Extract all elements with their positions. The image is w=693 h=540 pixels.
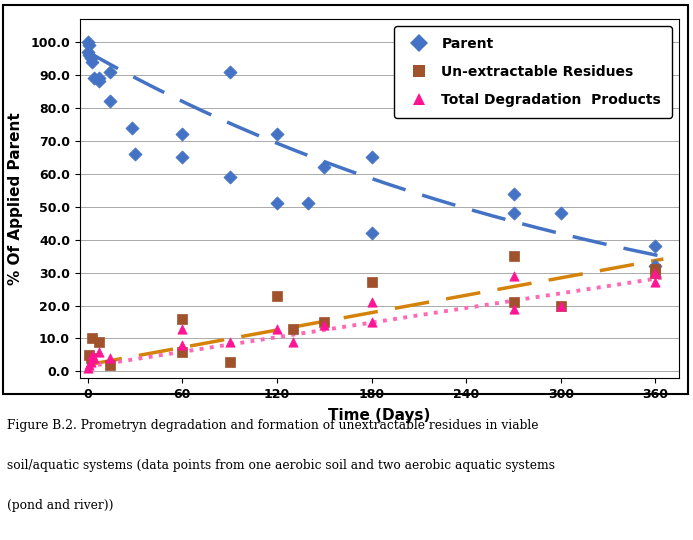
Point [82, 48, 93, 56]
Point [272, 324, 283, 333]
Point [84, 51, 95, 59]
Point [177, 341, 188, 349]
Point [104, 68, 115, 76]
Point [287, 324, 298, 333]
Legend: Parent, Un-extractable Residues, Total Degradation  Products: Parent, Un-extractable Residues, Total D… [394, 26, 672, 118]
Point [366, 229, 377, 238]
Point [224, 338, 235, 346]
Point [366, 298, 377, 307]
Point [87, 57, 98, 66]
Point [177, 347, 188, 356]
Point [85, 354, 96, 362]
Point [508, 305, 519, 313]
Point [88, 74, 99, 83]
Point [508, 209, 519, 218]
Point [177, 314, 188, 323]
Point [87, 350, 98, 359]
Point [82, 38, 93, 46]
Point [555, 301, 566, 310]
Point [104, 354, 115, 362]
Point [84, 41, 95, 50]
Point [85, 357, 96, 366]
Point [224, 357, 235, 366]
Point [650, 268, 661, 277]
Point [82, 364, 93, 373]
Point [93, 347, 104, 356]
Point [130, 150, 141, 158]
Point [555, 209, 566, 218]
Point [88, 354, 99, 362]
Point [319, 321, 330, 329]
Point [366, 153, 377, 161]
Point [224, 68, 235, 76]
Text: Figure B.2. Prometryn degradation and formation of unextractable residues in via: Figure B.2. Prometryn degradation and fo… [7, 418, 538, 431]
Y-axis label: % Of Applied Parent: % Of Applied Parent [8, 112, 24, 285]
Point [177, 153, 188, 161]
Point [224, 173, 235, 181]
Point [508, 272, 519, 280]
Point [93, 77, 104, 86]
Point [650, 278, 661, 287]
Point [650, 262, 661, 271]
Point [272, 199, 283, 208]
Point [508, 298, 519, 307]
Point [508, 252, 519, 260]
Point [319, 318, 330, 326]
Point [177, 324, 188, 333]
Point [555, 301, 566, 310]
Point [650, 265, 661, 274]
Point [366, 278, 377, 287]
Point [177, 130, 188, 139]
Point [104, 97, 115, 106]
Point [319, 163, 330, 172]
Point [93, 338, 104, 346]
X-axis label: Time (Days): Time (Days) [328, 408, 430, 423]
Point [508, 189, 519, 198]
Text: (pond and river)): (pond and river)) [7, 500, 114, 512]
Point [287, 338, 298, 346]
Point [104, 361, 115, 369]
Point [84, 361, 95, 369]
Point [126, 123, 137, 132]
Point [85, 54, 96, 63]
Point [650, 268, 661, 277]
Point [93, 74, 104, 83]
Point [84, 350, 95, 359]
Point [272, 130, 283, 139]
Text: soil/aquatic systems (data points from one aerobic soil and two aerobic aquatic : soil/aquatic systems (data points from o… [7, 459, 555, 472]
Point [366, 318, 377, 326]
Point [303, 199, 314, 208]
Point [272, 291, 283, 300]
Point [87, 334, 98, 343]
Point [650, 242, 661, 251]
